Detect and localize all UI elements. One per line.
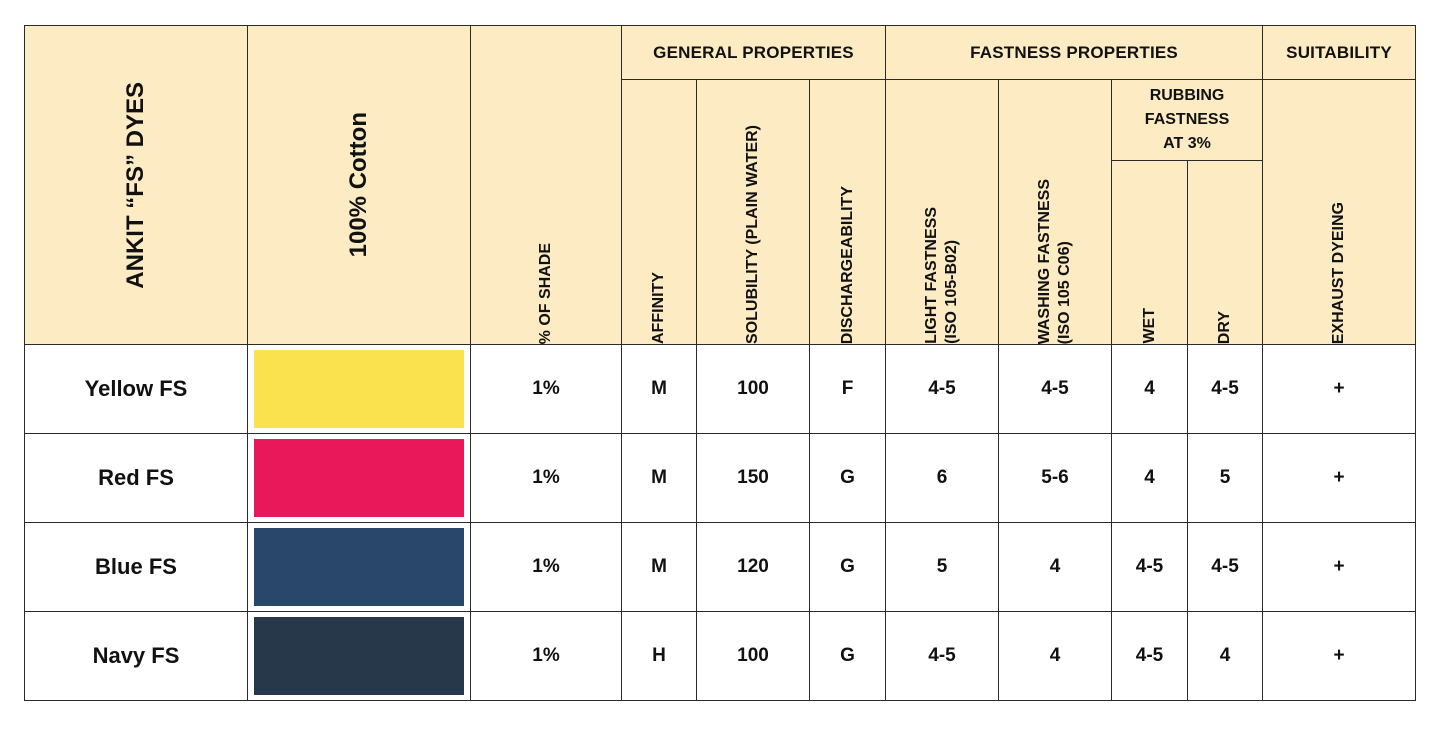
wet-header: WET (1111, 160, 1189, 345)
washing-fastness-header: WASHING FASTNESS (ISO 105 C06) (998, 79, 1113, 345)
dye-name: Yellow FS (24, 344, 248, 434)
affinity-value: M (621, 344, 697, 434)
fastness-properties-header: FASTNESS PROPERTIES (885, 25, 1264, 80)
solubility-header-label: SOLUBILITY (PLAIN WATER) (744, 125, 761, 344)
rubbing-line-1: RUBBING (1149, 87, 1225, 104)
light-fastness-value: 4-5 (885, 344, 1000, 434)
general-properties-header: GENERAL PROPERTIES (620, 25, 887, 80)
substrate-header-label: 100% Cotton (345, 112, 372, 258)
dyes-header: ANKIT “FS” DYES (24, 25, 248, 345)
shade-header-label: % OF SHADE (537, 242, 554, 344)
dye-properties-table: ANKIT “FS” DYES 100% Cotton % OF SHADE G… (24, 25, 1417, 701)
dry-header: DRY (1187, 160, 1264, 345)
wet-value: 4 (1111, 344, 1189, 434)
exhaust-dyeing-value: + (1262, 433, 1417, 523)
substrate-header: 100% Cotton (247, 25, 471, 345)
dischargeability-value: G (808, 611, 887, 701)
shade-header: % OF SHADE (470, 25, 622, 345)
affinity-value: M (621, 522, 697, 612)
shade-value: 1% (470, 522, 622, 612)
wet-value: 4 (1111, 433, 1189, 523)
affinity-header: AFFINITY (621, 79, 697, 345)
color-swatch (254, 350, 464, 428)
light-fastness-value: 4-5 (885, 611, 1000, 701)
shade-value: 1% (470, 344, 622, 434)
wet-header-label: WET (1140, 308, 1158, 344)
washing-fastness-value: 4 (998, 611, 1113, 701)
dye-name: Red FS (24, 433, 248, 523)
dischargeability-value: G (808, 522, 887, 612)
dry-header-label: DRY (1216, 310, 1234, 344)
light-fastness-line-1: LIGHT FASTNESS (923, 207, 941, 344)
dry-value: 4-5 (1187, 344, 1264, 434)
exhaust-dyeing-header-label: EXHAUST DYEING (1330, 201, 1348, 344)
solubility-header: SOLUBILITY (PLAIN WATER) (696, 79, 810, 345)
dry-value: 4 (1187, 611, 1264, 701)
dry-value: 5 (1187, 433, 1264, 523)
washing-fastness-header-label: WASHING FASTNESS (ISO 105 C06) (1035, 163, 1075, 344)
swatch-cell (247, 611, 471, 701)
rubbing-line-2: FASTNESS (1144, 111, 1230, 128)
rubbing-line-3: AT 3% (1163, 135, 1211, 152)
washing-fastness-value: 4 (998, 522, 1113, 612)
washing-fastness-line-1: WASHING FASTNESS (1036, 178, 1054, 344)
wet-value: 4-5 (1111, 522, 1189, 612)
light-fastness-value: 5 (885, 522, 1000, 612)
dischargeability-value: F (808, 344, 887, 434)
light-fastness-header-label: LIGHT FASTNESS (ISO 105-B02) (922, 191, 962, 344)
dischargeability-value: G (808, 433, 887, 523)
swatch-cell (247, 344, 471, 434)
color-swatch (254, 439, 464, 517)
rubbing-fastness-header: RUBBING FASTNESS AT 3% (1111, 79, 1264, 161)
exhaust-dyeing-value: + (1262, 522, 1417, 612)
dyes-header-label: ANKIT “FS” DYES (122, 81, 149, 289)
wet-value: 4-5 (1111, 611, 1189, 701)
solubility-value: 150 (696, 433, 810, 523)
light-fastness-value: 6 (885, 433, 1000, 523)
light-fastness-header: LIGHT FASTNESS (ISO 105-B02) (885, 79, 1000, 345)
color-swatch (254, 528, 464, 606)
swatch-cell (247, 433, 471, 523)
washing-fastness-value: 4-5 (998, 344, 1113, 434)
table-row: Yellow FS 1% M 100 F 4-5 4-5 4 4-5 + (24, 344, 1417, 434)
solubility-value: 120 (696, 522, 810, 612)
dischargeability-header-label: DISCHARGEABILITY (838, 185, 856, 344)
table-row: Red FS 1% M 150 G 6 5-6 4 5 + (24, 433, 1417, 523)
dye-name: Navy FS (24, 611, 248, 701)
affinity-header-label: AFFINITY (650, 272, 667, 344)
solubility-value: 100 (696, 344, 810, 434)
washing-fastness-line-2: (ISO 105 C06) (1056, 240, 1074, 344)
solubility-value: 100 (696, 611, 810, 701)
exhaust-dyeing-value: + (1262, 344, 1417, 434)
table-row: Navy FS 1% H 100 G 4-5 4 4-5 4 + (24, 611, 1417, 701)
color-swatch (254, 617, 464, 695)
swatch-cell (247, 522, 471, 612)
affinity-value: M (621, 433, 697, 523)
exhaust-dyeing-header: EXHAUST DYEING (1262, 79, 1417, 345)
affinity-value: H (621, 611, 697, 701)
suitability-header: SUITABILITY (1262, 25, 1417, 80)
shade-value: 1% (470, 611, 622, 701)
dye-name: Blue FS (24, 522, 248, 612)
shade-value: 1% (470, 433, 622, 523)
light-fastness-line-2: (ISO 105-B02) (943, 239, 961, 344)
dischargeability-header: DISCHARGEABILITY (808, 79, 887, 345)
dry-value: 4-5 (1187, 522, 1264, 612)
washing-fastness-value: 5-6 (998, 433, 1113, 523)
table-row: Blue FS 1% M 120 G 5 4 4-5 4-5 + (24, 522, 1417, 612)
exhaust-dyeing-value: + (1262, 611, 1417, 701)
